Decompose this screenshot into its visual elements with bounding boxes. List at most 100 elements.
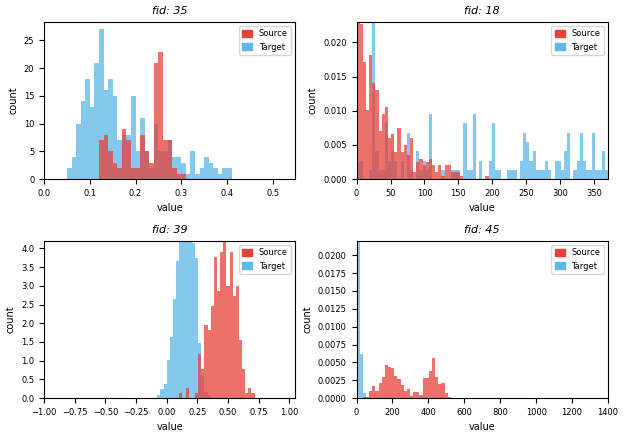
Bar	[394, 376, 397, 398]
Bar	[577, 161, 580, 179]
Bar	[422, 161, 426, 179]
Bar	[379, 383, 382, 398]
Bar	[366, 397, 369, 398]
Bar	[435, 377, 438, 398]
Bar	[163, 152, 167, 179]
Bar	[369, 391, 373, 398]
Bar	[366, 110, 369, 179]
X-axis label: value: value	[157, 422, 183, 432]
Bar	[190, 152, 195, 179]
Bar	[441, 176, 444, 179]
Bar	[236, 286, 239, 398]
Bar	[391, 368, 394, 398]
Bar	[429, 114, 432, 179]
Bar	[523, 133, 526, 179]
Title: fid: 45: fid: 45	[464, 225, 500, 235]
Bar	[208, 395, 211, 398]
Bar	[413, 392, 416, 398]
Bar	[373, 83, 376, 179]
Bar	[177, 173, 181, 179]
Bar	[117, 168, 122, 179]
Bar	[172, 157, 177, 179]
Bar	[158, 152, 163, 179]
Bar	[438, 166, 441, 179]
Bar	[181, 162, 186, 179]
Bar	[80, 102, 85, 179]
Bar	[376, 90, 379, 179]
Bar	[388, 161, 391, 179]
Bar	[492, 124, 495, 179]
Bar	[397, 127, 401, 179]
Bar	[429, 371, 432, 398]
Bar	[485, 176, 489, 179]
Bar	[248, 389, 251, 398]
Bar	[451, 170, 454, 179]
Bar	[122, 135, 127, 179]
Bar	[204, 157, 208, 179]
Bar	[176, 261, 179, 398]
Bar	[514, 170, 517, 179]
Bar	[416, 392, 419, 398]
Bar	[419, 170, 422, 179]
Bar	[457, 172, 461, 179]
Bar	[479, 161, 482, 179]
Bar	[401, 152, 404, 179]
Bar	[410, 170, 413, 179]
Bar	[177, 157, 181, 179]
Bar	[200, 168, 204, 179]
Bar	[76, 124, 80, 179]
Bar	[186, 173, 190, 179]
Bar	[242, 369, 245, 398]
Bar	[195, 258, 198, 398]
Bar	[198, 354, 201, 398]
Bar	[545, 161, 548, 179]
Y-axis label: count: count	[302, 306, 312, 333]
Bar	[198, 343, 201, 398]
Bar	[598, 170, 602, 179]
Bar	[388, 367, 391, 398]
Bar	[356, 39, 359, 398]
Bar	[385, 124, 388, 179]
Bar	[567, 133, 570, 179]
Bar	[426, 378, 429, 398]
Bar	[158, 52, 163, 179]
Bar	[163, 384, 167, 398]
Bar	[195, 173, 200, 179]
Bar	[444, 166, 447, 179]
Bar	[104, 135, 108, 179]
Bar	[595, 170, 598, 179]
Bar	[167, 140, 172, 179]
Bar	[208, 330, 211, 398]
Bar	[108, 152, 113, 179]
Bar	[419, 395, 422, 398]
Bar	[426, 170, 429, 179]
Bar	[401, 161, 404, 179]
Bar	[401, 385, 404, 398]
Bar	[127, 135, 131, 179]
Bar	[586, 170, 589, 179]
Bar	[498, 170, 501, 179]
Bar	[413, 172, 416, 179]
Bar	[376, 391, 379, 398]
Bar	[394, 161, 397, 179]
Bar	[432, 358, 435, 398]
Bar	[170, 337, 173, 398]
Bar	[507, 170, 510, 179]
Bar	[457, 170, 461, 179]
Bar	[179, 393, 182, 398]
Bar	[356, 161, 359, 179]
Bar	[239, 340, 242, 398]
Bar	[602, 151, 605, 179]
Y-axis label: count: count	[6, 306, 16, 333]
Bar	[192, 243, 195, 398]
Bar	[99, 140, 104, 179]
Legend: Source, Target: Source, Target	[239, 26, 291, 55]
Bar	[573, 170, 577, 179]
Bar	[67, 168, 72, 179]
Bar	[438, 384, 441, 398]
Bar	[404, 391, 407, 398]
Bar	[542, 170, 545, 179]
Bar	[422, 378, 426, 398]
Bar	[99, 29, 104, 179]
Bar	[520, 161, 523, 179]
